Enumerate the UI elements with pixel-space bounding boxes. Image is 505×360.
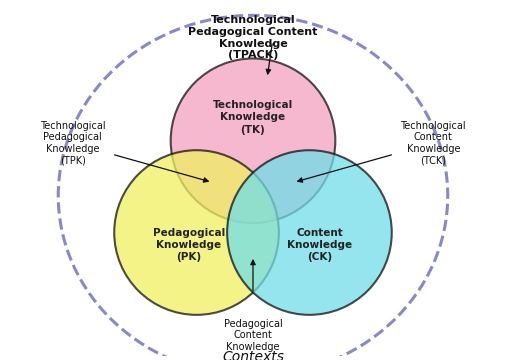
Circle shape <box>170 58 335 223</box>
Text: Technological
Content
Knowledge
(TCK): Technological Content Knowledge (TCK) <box>400 121 465 166</box>
Text: Contexts: Contexts <box>222 350 283 360</box>
Text: Technological
Knowledge
(TK): Technological Knowledge (TK) <box>213 100 292 135</box>
Text: Content
Knowledge
(CK): Content Knowledge (CK) <box>286 228 351 262</box>
Text: Technological
Pedagogical Content
Knowledge
(TPACK): Technological Pedagogical Content Knowle… <box>188 15 317 60</box>
Circle shape <box>227 150 391 315</box>
Circle shape <box>114 150 278 315</box>
Text: Pedagogical
Knowledge
(PK): Pedagogical Knowledge (PK) <box>153 228 224 262</box>
Text: Pedagogical
Content
Knowledge: Pedagogical Content Knowledge <box>223 319 282 352</box>
Text: Technological
Pedagogical
Knowledge
(TPK): Technological Pedagogical Knowledge (TPK… <box>40 121 105 166</box>
